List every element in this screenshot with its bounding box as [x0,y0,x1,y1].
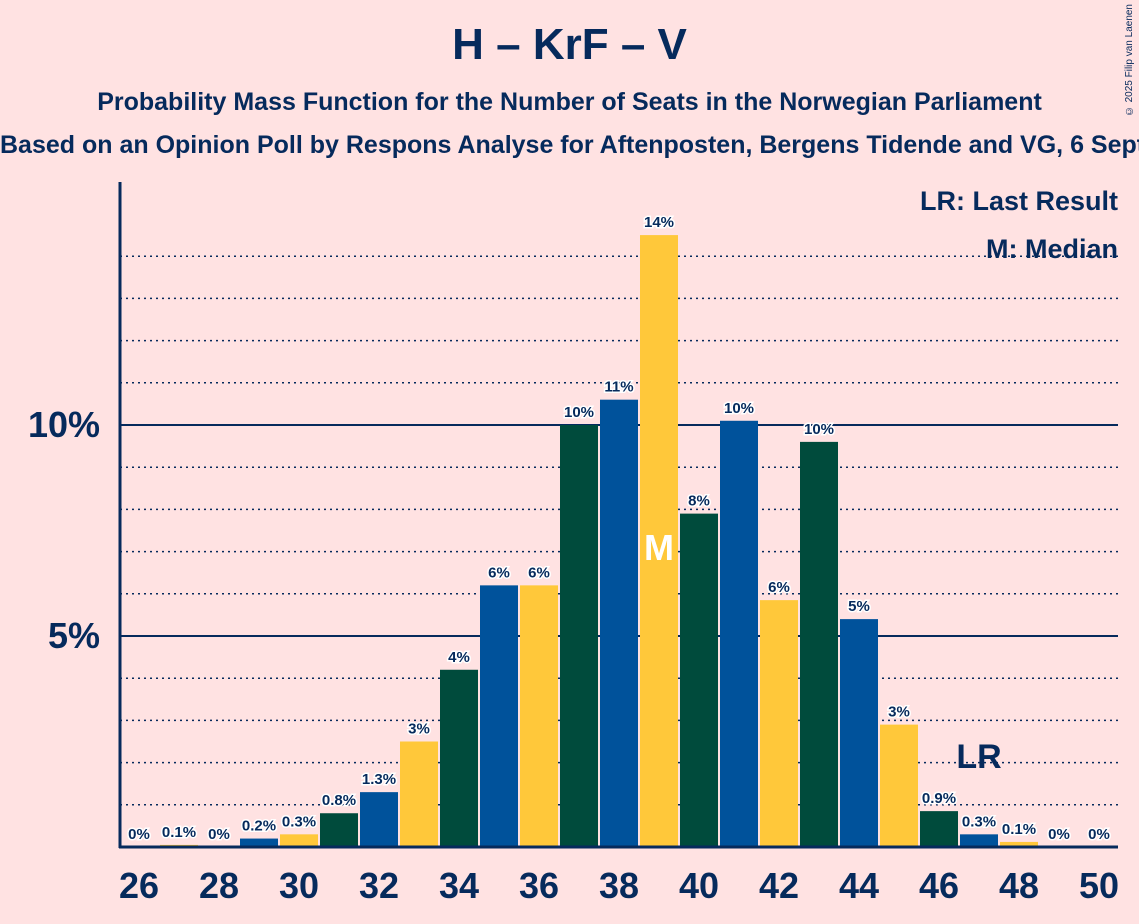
bar-label: 0.1% [162,824,196,841]
bar-label: 3% [408,721,430,738]
bar-label: 0% [1048,826,1070,843]
bar-label: 8% [688,493,710,510]
bar-seat-45 [880,724,918,847]
bar-seat-39 [640,235,678,848]
bar-label: 0% [128,826,150,843]
y-tick-label: 10% [28,404,100,445]
x-tick-label: 32 [359,865,399,906]
chart-title: H – KrF – V [452,20,687,69]
bar-label: 11% [604,379,633,396]
bar-label: 6% [768,579,790,596]
x-tick-label: 42 [759,865,799,906]
x-tick-label: 38 [599,865,639,906]
bar-label: 5% [848,598,870,615]
bar-seat-31 [320,813,358,847]
bar-seat-30 [280,834,318,847]
bar-label: 0.1% [1002,821,1036,838]
bar-label: 10% [804,421,834,438]
bar-seat-46 [920,811,958,847]
bar-label: 0.2% [242,818,276,835]
x-tick-label: 50 [1079,865,1119,906]
bar-label: 10% [724,400,754,417]
y-tick-label: 5% [48,615,100,656]
bar-label: 6% [488,564,510,581]
bar-seat-43 [800,441,838,847]
bar-label: 10% [564,404,594,421]
bar-seat-37 [560,425,598,847]
bar-seat-44 [840,619,878,847]
bar-label: 3% [888,704,910,721]
bar-seat-48 [1000,841,1038,847]
bar-seat-36 [520,585,558,847]
chart-subtitle: Probability Mass Function for the Number… [97,88,1042,116]
x-tick-label: 26 [119,865,159,906]
bar-label: 14% [644,214,674,231]
x-tick-label: 40 [679,865,719,906]
x-tick-label: 30 [279,865,319,906]
bar-seat-33 [400,741,438,847]
bar-seat-34 [440,669,478,847]
bar-seat-47 [960,834,998,847]
legend-median: M: Median [986,234,1118,264]
bar-label: 1.3% [362,771,396,788]
bar-seat-41 [720,420,758,847]
bar-seat-42 [760,600,798,847]
x-tick-label: 48 [999,865,1039,906]
bar-seat-29 [240,838,278,847]
bar-seat-35 [480,585,518,847]
bar-label: 4% [448,649,470,666]
bar-label: 0.9% [922,790,956,807]
x-tick-label: 36 [519,865,559,906]
bar-label: 0% [208,826,230,843]
bar-seat-40 [680,513,718,847]
bar-label: 0.3% [282,813,316,830]
last-result-marker: LR [956,738,1001,776]
bar-label: 0.3% [962,813,996,830]
chart-subtitle-source: Based on an Opinion Poll by Respons Anal… [0,131,1139,159]
x-tick-label: 34 [439,865,479,906]
bar-label: 6% [528,564,550,581]
bar-seat-38 [600,399,638,847]
bar-seat-32 [360,792,398,847]
x-tick-label: 28 [199,865,239,906]
legend-last-result: LR: Last Result [920,186,1118,216]
bar-label: 0% [1088,826,1110,843]
x-tick-label: 44 [839,865,879,906]
bar-label: 0.8% [322,792,356,809]
median-marker: M [644,527,674,568]
x-tick-label: 46 [919,865,959,906]
